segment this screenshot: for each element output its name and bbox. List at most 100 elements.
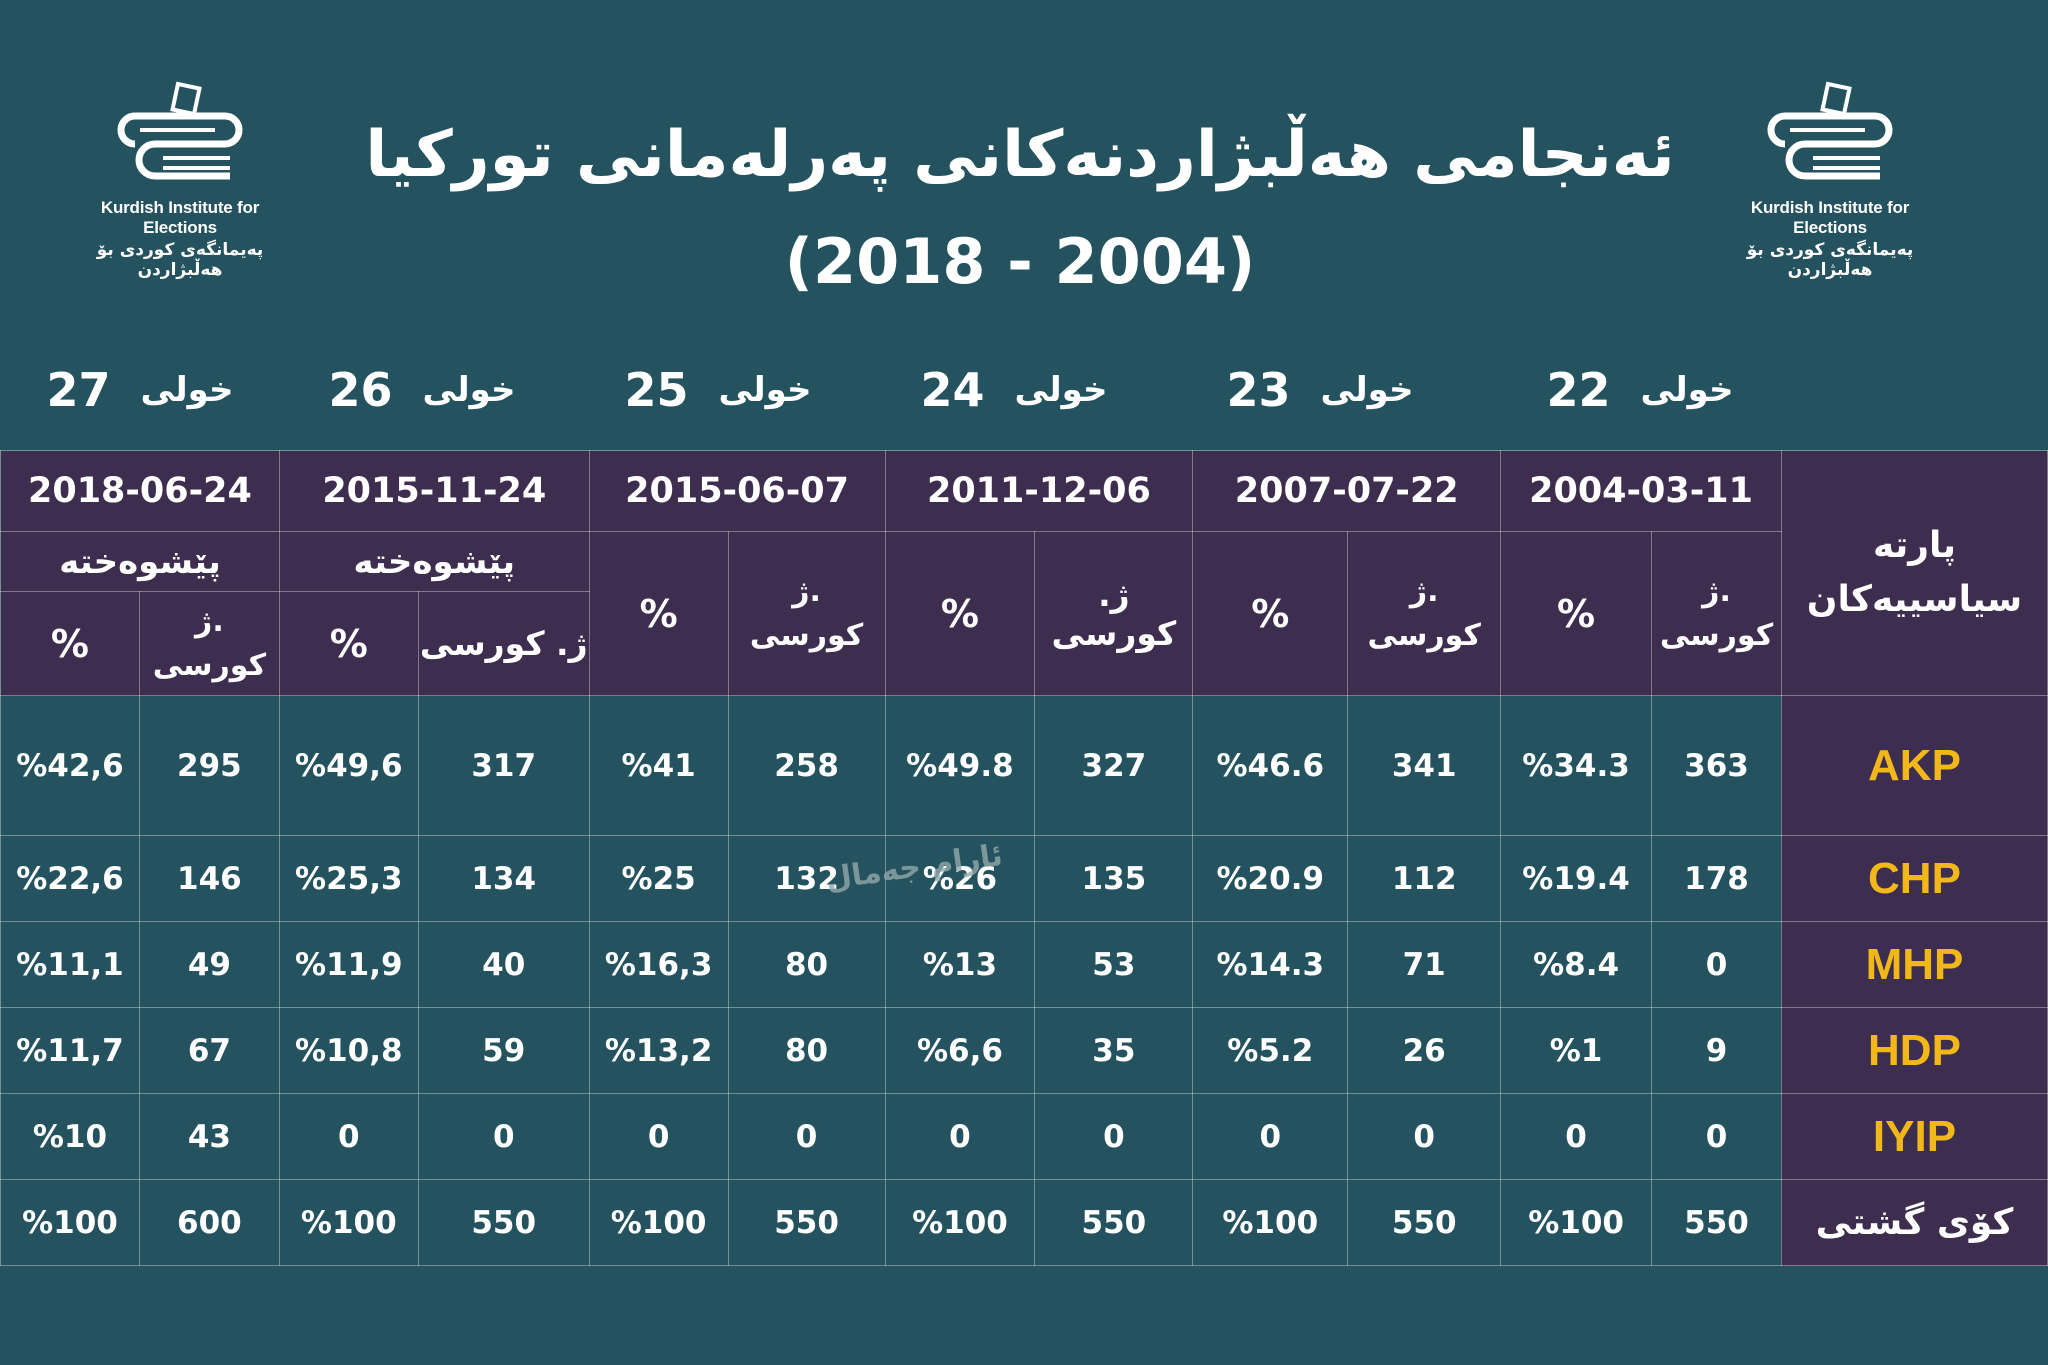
table-row: %11,7 67 %10,8 59 %13,2 80 %6,6 35 %5.2 26 %1 9 HDP — [0, 1007, 2048, 1094]
pct-cell: %10,8 — [278, 1007, 419, 1094]
party-name: AKP — [1780, 695, 2048, 836]
table-row: %100 600 %100 550 %100 550 %100 550 %100 550 %100 5… — [0, 1179, 2048, 1266]
pct-cell: %100 — [588, 1179, 729, 1266]
seats-cell: 112 — [1347, 835, 1502, 922]
seats-cell: 9 — [1651, 1007, 1782, 1094]
table-row: %22,6 146 %25,3 134 %25 132 %26 135 %20.9 112 %19.… — [0, 835, 2048, 922]
party-name: IYIP — [1780, 1093, 2048, 1180]
pct-cell: %16,3 — [588, 921, 729, 1008]
seats-header: ژ. کورسی — [417, 591, 590, 696]
results-table: 2018-06-24 2015-11-24 2015-06-07 2011-12… — [0, 450, 2048, 1266]
page-title: ئەنجامی هەڵبژاردنەکانی پەرلەمانی تورکیا — [365, 118, 1675, 192]
round-label-27: 27 خولی — [46, 363, 234, 417]
seats-cell: 135 — [1034, 835, 1194, 922]
seats-cell: 35 — [1034, 1007, 1194, 1094]
seats-cell: 317 — [417, 695, 590, 836]
party-name: کۆی گشتی — [1780, 1179, 2048, 1266]
seats-cell: 132 — [727, 835, 886, 922]
pct-cell: %13,2 — [588, 1007, 729, 1094]
seats-cell: 550 — [1347, 1179, 1502, 1266]
seats-cell: 43 — [138, 1093, 280, 1180]
pct-cell: %100 — [1500, 1179, 1653, 1266]
seats-cell: 258 — [727, 695, 886, 836]
logo-left: Kurdish Institute for Elections پەیمانگە… — [65, 80, 295, 280]
seats-cell: 341 — [1347, 695, 1502, 836]
pct-cell: %49.8 — [884, 695, 1036, 836]
pct-cell: %11,9 — [278, 921, 419, 1008]
pct-header: % — [588, 531, 729, 696]
pct-cell: %22,6 — [0, 835, 140, 922]
seats-cell: 363 — [1651, 695, 1782, 836]
seats-cell: 0 — [417, 1093, 590, 1180]
table-row: %10 43 0 0 0 0 0 0 0 0 0 0 IYIP — [0, 1093, 2048, 1180]
party-name: MHP — [1780, 921, 2048, 1008]
seats-cell: 550 — [417, 1179, 590, 1266]
pct-cell: %19.4 — [1500, 835, 1653, 922]
pct-cell: %6,6 — [884, 1007, 1036, 1094]
early-election-label: پێشوەختە — [0, 531, 280, 592]
logo-text-kurdish: پەیمانگەی کوردی بۆ هەڵبژاردن — [96, 240, 264, 280]
seats-cell: 80 — [727, 1007, 886, 1094]
pct-cell: %13 — [884, 921, 1036, 1008]
logo-text-kurdish: پەیمانگەی کوردی بۆ هەڵبژاردن — [1746, 240, 1914, 280]
ballot-box-logo-icon — [1767, 81, 1893, 180]
date-round-22: 2004-03-11 — [1500, 450, 1782, 532]
pct-cell: %100 — [884, 1179, 1036, 1266]
seats-cell: 327 — [1034, 695, 1194, 836]
pct-cell: %25,3 — [278, 835, 419, 922]
round-label-23: 23 خولی — [1226, 363, 1414, 417]
logo-text-english: Kurdish Institute for Elections — [100, 198, 260, 237]
pct-cell: 0 — [278, 1093, 419, 1180]
seats-cell: 295 — [138, 695, 280, 836]
seats-cell: 59 — [417, 1007, 590, 1094]
logo-text-english: Kurdish Institute for Elections — [1750, 198, 1910, 237]
seats-cell: 53 — [1034, 921, 1194, 1008]
ballot-box-logo-icon — [117, 81, 243, 180]
seats-header: ژ. کورسی — [1034, 531, 1194, 696]
pct-header: % — [1192, 531, 1349, 696]
seats-cell: 71 — [1347, 921, 1502, 1008]
pct-cell: 0 — [1500, 1093, 1653, 1180]
pct-cell: %25 — [588, 835, 729, 922]
seats-cell: 40 — [417, 921, 590, 1008]
pct-cell: %46.6 — [1192, 695, 1349, 836]
seats-cell: 67 — [138, 1007, 280, 1094]
pct-cell: %14.3 — [1192, 921, 1349, 1008]
seats-cell: 26 — [1347, 1007, 1502, 1094]
seats-cell: 0 — [1347, 1093, 1502, 1180]
date-round-27: 2018-06-24 — [0, 450, 280, 532]
pct-header: % — [1500, 531, 1653, 696]
logo-right: Kurdish Institute for Elections پەیمانگە… — [1715, 80, 1945, 280]
table-row: %11,1 49 %11,9 40 %16,3 80 %13 53 %14.3 71 %8.4 0 MH… — [0, 921, 2048, 1008]
seats-cell: 550 — [727, 1179, 886, 1266]
pct-cell: %1 — [1500, 1007, 1653, 1094]
seats-header: ژ. کورسی — [1651, 531, 1782, 696]
pct-cell: %100 — [0, 1179, 140, 1266]
seats-cell: 49 — [138, 921, 280, 1008]
date-round-23: 2007-07-22 — [1192, 450, 1502, 532]
table-row: %42,6 295 %49,6 317 %41 258 %49.8 327 %46.6 341 %3… — [0, 695, 2048, 836]
seats-cell: 600 — [138, 1179, 280, 1266]
seats-cell: 134 — [417, 835, 590, 922]
date-round-25: 2015-06-07 — [588, 450, 886, 532]
pct-cell: %11,7 — [0, 1007, 140, 1094]
round-label-26: 26 خولی — [328, 363, 516, 417]
round-label-22: 22 خولی — [1546, 363, 1734, 417]
party-column-header: پارتە سیاسییەکان — [1780, 450, 2048, 696]
pct-cell: 0 — [1192, 1093, 1349, 1180]
pct-cell: %49,6 — [278, 695, 419, 836]
date-round-26: 2015-11-24 — [278, 450, 590, 532]
page-subtitle-years: (2018 - 2004) — [784, 225, 1256, 298]
party-name: HDP — [1780, 1007, 2048, 1094]
party-name: CHP — [1780, 835, 2048, 922]
pct-header: % — [884, 531, 1036, 696]
seats-header: ژ. کورسی — [1347, 531, 1502, 696]
pct-cell: 0 — [884, 1093, 1036, 1180]
pct-cell: %100 — [1192, 1179, 1349, 1266]
seats-cell: 0 — [1651, 1093, 1782, 1180]
pct-cell: %42,6 — [0, 695, 140, 836]
seats-cell: 146 — [138, 835, 280, 922]
early-election-label: پێشوەختە — [278, 531, 590, 592]
pct-cell: %34.3 — [1500, 695, 1653, 836]
pct-cell: %11,1 — [0, 921, 140, 1008]
